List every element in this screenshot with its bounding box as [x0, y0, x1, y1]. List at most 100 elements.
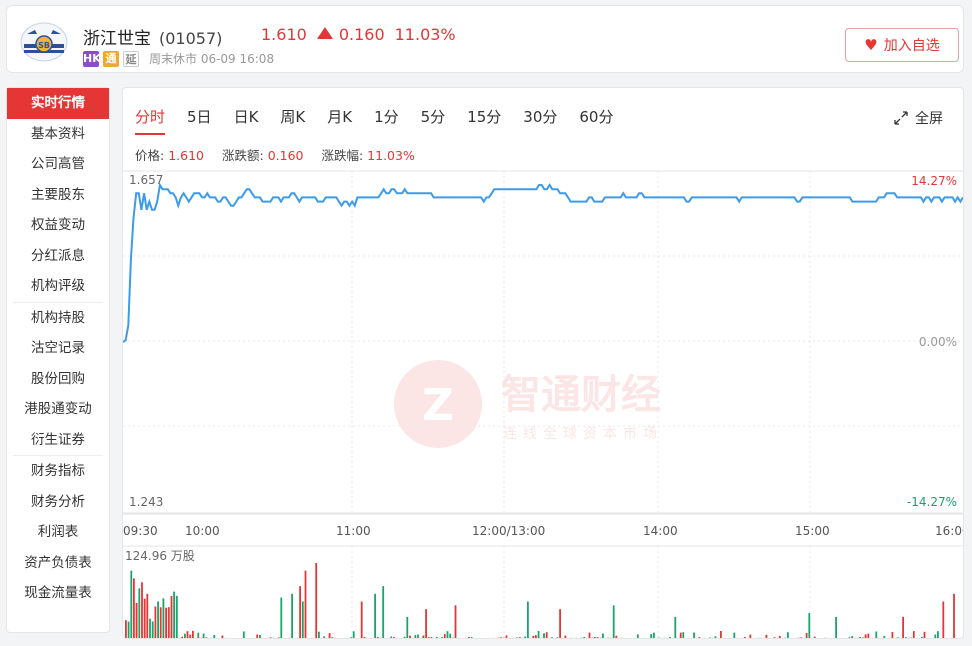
- volume-bar: [390, 636, 393, 638]
- sidebar-item-connect[interactable]: 港股通变动: [24, 401, 92, 417]
- volume-bar: [819, 638, 821, 639]
- volume-bar: [146, 593, 149, 638]
- y-axis-max-label: 1.657: [129, 173, 163, 187]
- tab-5day[interactable]: 5日: [187, 108, 212, 126]
- sidebar-item-fin-analysis[interactable]: 财务分析: [31, 493, 85, 510]
- sidebar-item-balance-sheet[interactable]: 资产负债表: [24, 554, 92, 571]
- x-tick-label: 10:00: [185, 524, 220, 538]
- tab-1min[interactable]: 1分: [374, 108, 399, 126]
- volume-bar: [323, 636, 326, 638]
- tab-intraday[interactable]: 分时: [135, 106, 166, 135]
- volume-bar: [562, 638, 564, 639]
- volume-bar: [696, 638, 698, 639]
- volume-bar: [864, 634, 867, 638]
- volume-bar: [197, 632, 200, 638]
- volume-bar: [559, 609, 561, 638]
- volume-bar: [846, 638, 848, 639]
- intraday-chart[interactable]: Z 智通财经 连线全球资本市场 1.657 1.243 14.27% 0.00%…: [123, 168, 964, 639]
- volume-bar: [607, 637, 610, 638]
- volume-bar: [315, 563, 318, 638]
- stock-name: 浙江世宝: [83, 29, 151, 49]
- sidebar-item-basic-info[interactable]: 基本资料: [31, 125, 85, 142]
- volume-bar: [259, 635, 261, 638]
- current-price: 1.610: [261, 25, 307, 44]
- volume-bar: [778, 635, 781, 638]
- volume-bar: [535, 635, 537, 638]
- tab-daily-k[interactable]: 日K: [233, 108, 259, 126]
- volume-bar: [473, 638, 475, 639]
- volume-bar: [857, 638, 859, 639]
- volume-bar: [516, 637, 519, 638]
- volume-bar: [256, 634, 259, 638]
- volume-bar: [138, 588, 141, 638]
- volume-max-label: 124.96 万股: [125, 549, 195, 563]
- sidebar-item-buyback[interactable]: 股份回购: [31, 370, 85, 387]
- volume-bar: [165, 607, 167, 638]
- volume-bar: [921, 636, 923, 638]
- volume-bar: [275, 638, 277, 639]
- volume-bar: [551, 637, 553, 638]
- volume-bar: [701, 638, 703, 639]
- sidebar-item-dividends[interactable]: 分红派息: [31, 247, 85, 264]
- sidebar-item-institutional[interactable]: 机构持股: [31, 309, 85, 326]
- tab-30min[interactable]: 30分: [523, 108, 558, 126]
- volume-bar: [291, 593, 293, 638]
- volume-bar: [181, 636, 184, 638]
- tab-monthly-k[interactable]: 月K: [327, 108, 353, 126]
- volume-bar: [446, 631, 449, 638]
- volume-bar: [736, 637, 738, 638]
- volume-bar: [942, 601, 945, 638]
- volume-bar: [189, 634, 192, 638]
- volume-bar: [636, 634, 639, 638]
- volume-bar: [301, 601, 304, 638]
- volume-bar: [393, 637, 395, 638]
- volume-bar: [741, 638, 743, 639]
- volume-bar: [912, 631, 915, 638]
- tab-60min[interactable]: 60分: [579, 108, 614, 126]
- volume-bar: [824, 637, 827, 638]
- sidebar-item-equity-change[interactable]: 权益变动: [31, 217, 85, 233]
- volume-bar: [658, 637, 661, 638]
- volume-bar: [867, 633, 870, 638]
- tab-15min[interactable]: 15分: [467, 108, 502, 126]
- volume-bar: [896, 637, 899, 638]
- volume-bar: [891, 632, 894, 638]
- price-label: 价格:: [135, 148, 165, 163]
- volume-bar: [195, 638, 197, 639]
- volume-bar: [521, 637, 524, 638]
- volume-bar: [685, 639, 687, 640]
- expand-icon: [894, 111, 908, 125]
- volume-bar: [288, 637, 291, 638]
- sidebar-item-cash-flow[interactable]: 现金流量表: [24, 585, 92, 601]
- volume-bar: [186, 631, 189, 638]
- x-axis-ticks: 09:30 10:00 11:00 12:00/13:00 14:00 15:00 16:0…: [123, 524, 963, 538]
- sidebar-item-realtime[interactable]: 实时行情: [7, 88, 109, 119]
- volume-bar: [221, 635, 224, 638]
- volume-bar: [663, 637, 666, 638]
- add-watchlist-button[interactable]: ♥ 加入自选: [845, 28, 959, 62]
- fullscreen-button[interactable]: 全屏: [893, 108, 943, 128]
- up-arrow-icon: [316, 27, 333, 39]
- volume-bar: [902, 616, 904, 638]
- sidebar-item-income[interactable]: 利润表: [37, 524, 79, 540]
- stock-code: (01057): [159, 29, 223, 48]
- sidebar-item-fin-indicators[interactable]: 财务指标: [31, 463, 85, 479]
- sidebar-item-derivatives[interactable]: 衍生证券: [31, 431, 85, 448]
- volume-bar: [848, 637, 851, 638]
- volume-bar: [157, 601, 159, 638]
- tab-weekly-k[interactable]: 周K: [280, 108, 306, 126]
- sidebar-item-short-selling[interactable]: 沽空记录: [31, 340, 85, 356]
- volume-bar: [143, 598, 146, 638]
- volume-bar: [714, 636, 717, 638]
- volume-bar: [537, 631, 540, 638]
- volume-bar: [556, 637, 559, 638]
- volume-bar: [286, 639, 288, 640]
- tab-5min[interactable]: 5分: [420, 108, 446, 126]
- volume-bar: [313, 638, 315, 639]
- volume-bar: [441, 637, 443, 638]
- company-logo: SB: [19, 20, 69, 64]
- volume-bar: [167, 607, 170, 638]
- sidebar-item-ratings[interactable]: 机构评级: [31, 278, 85, 294]
- sidebar-item-shareholders[interactable]: 主要股东: [31, 186, 85, 203]
- sidebar-item-executives[interactable]: 公司高管: [31, 156, 85, 172]
